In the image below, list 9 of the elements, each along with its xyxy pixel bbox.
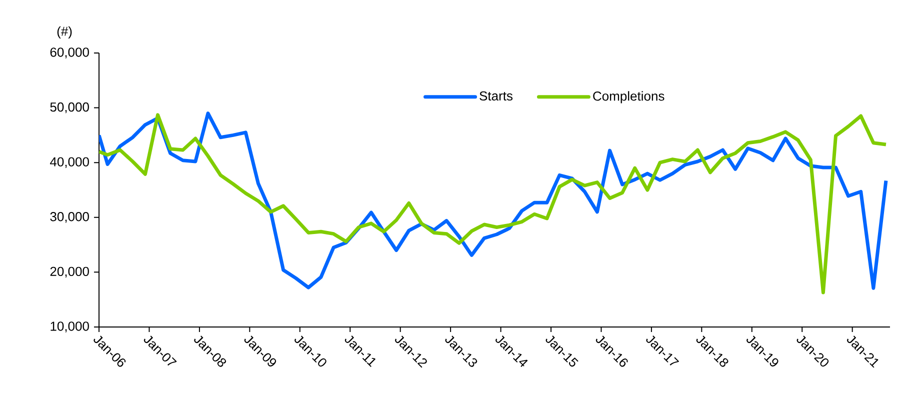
y-tick-label: 50,000 bbox=[50, 102, 89, 114]
y-tick-label: 30,000 bbox=[50, 212, 89, 223]
legend-label: Completions bbox=[593, 91, 664, 104]
y-tick-label: 60,000 bbox=[50, 48, 89, 58]
legend-label: Starts bbox=[480, 91, 513, 101]
y-tick-label: 10,000 bbox=[50, 322, 89, 332]
y-tick-label: 20,000 bbox=[50, 266, 89, 278]
y-tick-label: 40,000 bbox=[50, 157, 89, 168]
y-axis-title: (#) bbox=[57, 26, 72, 38]
